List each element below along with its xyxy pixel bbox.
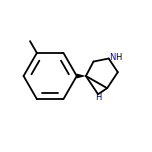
Text: N: N: [109, 53, 116, 62]
Polygon shape: [77, 74, 86, 78]
Text: H: H: [116, 53, 122, 62]
Text: H: H: [95, 93, 102, 102]
